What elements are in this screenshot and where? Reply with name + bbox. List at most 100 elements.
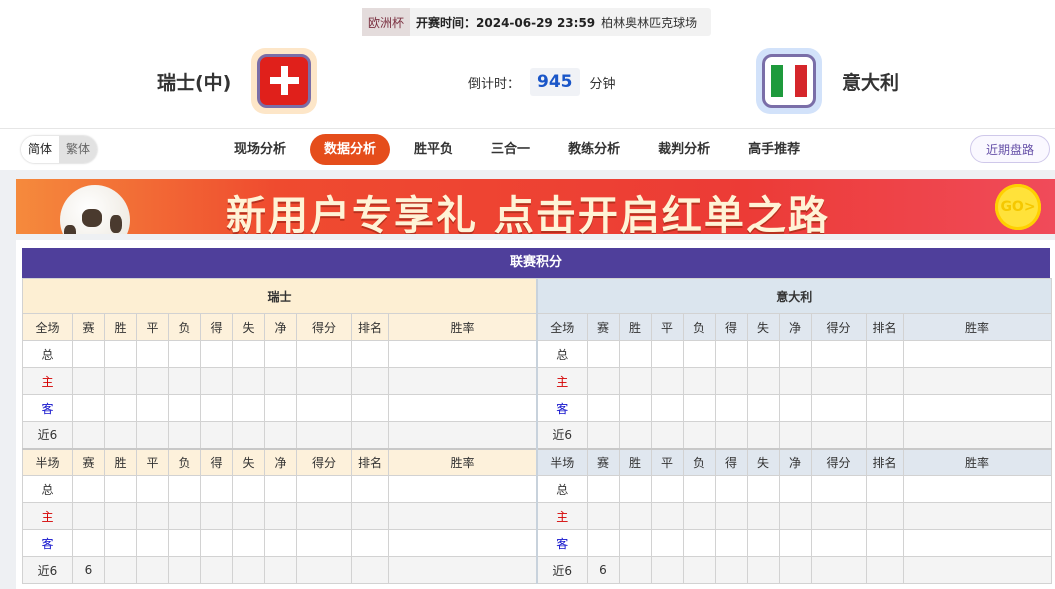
cell [902,421,1052,449]
table-row: 客 [536,394,1052,422]
cell [682,556,716,584]
column-header: 胜率 [902,313,1052,341]
cell [104,502,137,530]
cell [618,340,652,368]
cell [200,421,233,449]
cell [902,340,1052,368]
cell [168,556,201,584]
countdown: 倒计时： 945 分钟 [468,68,616,96]
tab-1[interactable]: 数据分析 [310,134,391,165]
cell [200,340,233,368]
column-header: 得分 [810,447,867,476]
table-row: 总 [22,475,538,503]
traditional-chinese-option[interactable]: 繁体 [59,136,98,163]
cell [746,502,780,530]
cell [232,529,265,557]
cell-matches: 6 [72,556,105,584]
row-label: 总 [536,340,588,368]
cell [778,367,812,395]
cell [104,421,137,449]
cell [387,421,538,449]
cell [232,340,265,368]
cell-matches [72,394,105,422]
cell [136,502,169,530]
column-header: 失 [232,447,265,476]
cell [168,421,201,449]
tab-0[interactable]: 现场分析 [234,142,287,157]
cell [714,394,748,422]
cell [136,394,169,422]
cell [387,475,538,503]
cell [778,556,812,584]
go-button[interactable]: GO> [995,184,1041,230]
cell [746,529,780,557]
cell [650,340,684,368]
cell [714,475,748,503]
cell [746,367,780,395]
cell [865,502,904,530]
cell-matches [72,340,105,368]
table-row: 近6 6 [22,556,538,584]
cell [682,340,716,368]
cell [650,556,684,584]
cell [200,394,233,422]
cell [200,529,233,557]
cell [168,394,201,422]
cell [351,475,389,503]
cell [387,394,538,422]
standings-title: 联赛积分 [22,248,1050,278]
tab-4[interactable]: 教练分析 [568,142,621,157]
cell [168,367,201,395]
column-header: 平 [650,447,684,476]
simplified-chinese-option[interactable]: 简体 [21,136,60,163]
cell-matches [72,502,105,530]
cell [296,394,352,422]
cell [264,502,297,530]
tab-5[interactable]: 裁判分析 [658,142,711,157]
cell [650,421,684,449]
column-header: 失 [232,313,265,341]
cell [650,367,684,395]
tab-3[interactable]: 三合一 [491,142,531,157]
column-header: 得 [714,313,748,341]
cell [650,394,684,422]
cell [136,340,169,368]
soccer-ball-icon [60,185,130,234]
language-toggle[interactable]: 简体 繁体 [21,136,98,163]
cell-matches [72,421,105,449]
cell [618,556,652,584]
cell [682,421,716,449]
cell [351,367,389,395]
table-row: 近6 [22,421,538,449]
column-header: 平 [650,313,684,341]
cell [902,529,1052,557]
section-label: 全场 [22,313,73,341]
league-badge[interactable]: 欧洲杯 [362,8,411,36]
cell [682,502,716,530]
cell [351,556,389,584]
recent-odds-button[interactable]: 近期盘路 [969,135,1050,163]
cell [650,475,684,503]
cell [618,394,652,422]
column-header: 失 [746,313,780,341]
cell-matches [72,475,105,503]
cell [136,421,169,449]
cell [714,340,748,368]
cell [682,475,716,503]
column-header: 失 [746,447,780,476]
cell [104,367,137,395]
cell [746,475,780,503]
tab-2[interactable]: 胜平负 [414,142,454,157]
cell [104,529,137,557]
cell [232,475,265,503]
promo-banner[interactable]: 新用户专享礼 点击开启红单之路 GO> [16,179,1055,234]
cell-matches [586,502,620,530]
row-label: 总 [536,475,588,503]
column-header: 得分 [810,313,867,341]
cell [200,502,233,530]
home-standings-table: 瑞士 全场赛胜平负得失净得分 排名 胜率总主客近6 半场赛胜平负得失净得分 排名 胜率总主客… [21,278,538,584]
cell [296,502,352,530]
table-row: 主 [22,502,538,530]
tab-6[interactable]: 高手推荐 [748,142,801,157]
home-team-name: 瑞士(中) [157,71,232,94]
